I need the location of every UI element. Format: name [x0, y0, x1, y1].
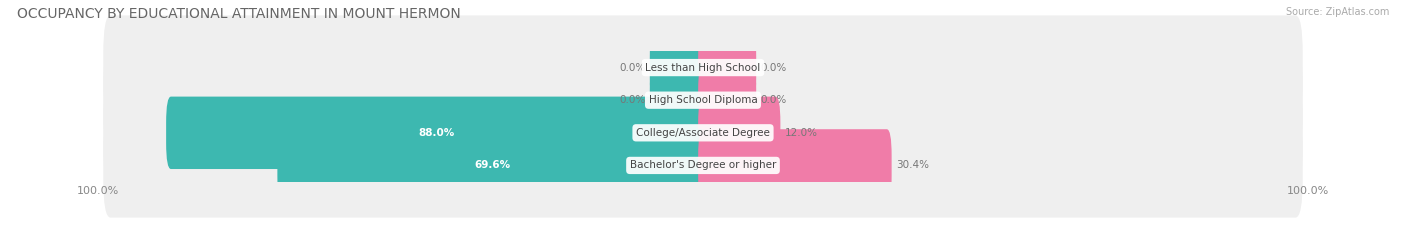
Text: 30.4%: 30.4% — [896, 161, 929, 170]
FancyBboxPatch shape — [699, 129, 891, 202]
Text: College/Associate Degree: College/Associate Degree — [636, 128, 770, 138]
Text: High School Diploma: High School Diploma — [648, 95, 758, 105]
Text: OCCUPANCY BY EDUCATIONAL ATTAINMENT IN MOUNT HERMON: OCCUPANCY BY EDUCATIONAL ATTAINMENT IN M… — [17, 7, 461, 21]
FancyBboxPatch shape — [103, 113, 1303, 218]
FancyBboxPatch shape — [650, 64, 707, 136]
Text: 0.0%: 0.0% — [761, 63, 787, 72]
Text: 12.0%: 12.0% — [785, 128, 818, 138]
Text: 0.0%: 0.0% — [619, 63, 645, 72]
Text: 0.0%: 0.0% — [619, 95, 645, 105]
Text: Source: ZipAtlas.com: Source: ZipAtlas.com — [1285, 7, 1389, 17]
FancyBboxPatch shape — [166, 97, 707, 169]
FancyBboxPatch shape — [103, 81, 1303, 185]
Text: 69.6%: 69.6% — [475, 161, 510, 170]
FancyBboxPatch shape — [699, 64, 756, 136]
FancyBboxPatch shape — [103, 48, 1303, 152]
FancyBboxPatch shape — [650, 31, 707, 104]
Text: 88.0%: 88.0% — [419, 128, 456, 138]
FancyBboxPatch shape — [277, 129, 707, 202]
FancyBboxPatch shape — [103, 15, 1303, 120]
Text: Less than High School: Less than High School — [645, 63, 761, 72]
FancyBboxPatch shape — [699, 97, 780, 169]
FancyBboxPatch shape — [699, 31, 756, 104]
Text: Bachelor's Degree or higher: Bachelor's Degree or higher — [630, 161, 776, 170]
Text: 0.0%: 0.0% — [761, 95, 787, 105]
